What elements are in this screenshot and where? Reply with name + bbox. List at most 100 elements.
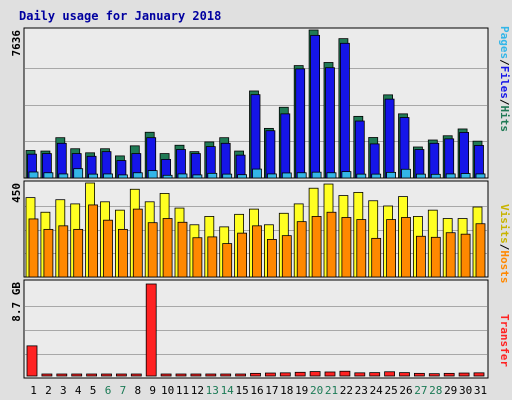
day-label: 17 <box>265 384 278 397</box>
day-label: 13 <box>206 384 219 397</box>
legend-separator: / <box>498 59 511 66</box>
day-label: 29 <box>444 384 457 397</box>
day-label: 8 <box>134 384 141 397</box>
transfer-bar <box>86 373 97 377</box>
hosts-bar <box>401 217 411 278</box>
hosts-bar <box>445 232 456 278</box>
day-label: 2 <box>45 384 52 397</box>
transfer-bar <box>279 372 291 377</box>
hosts-bar <box>177 221 188 278</box>
transfer-max-label: 8.7 GB <box>10 282 23 322</box>
hosts-bar <box>103 219 113 278</box>
files-bar <box>429 142 440 179</box>
hosts-bar <box>356 219 367 278</box>
hosts-bar <box>460 233 471 278</box>
transfer-bar <box>26 345 38 377</box>
legend-hits: Hits <box>498 106 511 133</box>
pages-bar <box>58 173 69 179</box>
pages-bar <box>356 173 367 179</box>
day-label: 10 <box>161 384 174 397</box>
pages-bar <box>222 173 233 179</box>
transfer-bar <box>324 371 336 377</box>
day-label: 16 <box>250 384 263 397</box>
pages-bar <box>341 171 352 179</box>
day-label: 15 <box>235 384 248 397</box>
day-label: 4 <box>75 384 82 397</box>
transfer-bar <box>220 373 232 377</box>
transfer-bar <box>250 372 261 377</box>
hosts-bar <box>222 243 233 278</box>
chart-title: Daily usage for January 2018 <box>19 9 221 23</box>
pages-bar <box>252 168 262 179</box>
transfer-bar <box>116 373 127 377</box>
day-label: 19 <box>295 384 308 397</box>
transfer-bar <box>71 373 83 377</box>
files-bar <box>474 145 484 179</box>
day-label: 23 <box>355 384 368 397</box>
day-label: 30 <box>459 384 472 397</box>
pages-bar <box>371 173 382 179</box>
transfer-bar <box>145 283 157 377</box>
pages-bar <box>386 171 397 179</box>
day-label: 20 <box>310 384 323 397</box>
transfer-bar <box>190 373 202 377</box>
transfer-bar <box>235 373 247 377</box>
hosts-bar <box>371 237 382 278</box>
files-bar <box>339 42 350 179</box>
hosts-bar <box>162 218 173 278</box>
transfer-bar <box>101 373 112 377</box>
files-bar <box>444 138 455 179</box>
transfer-bar <box>354 372 366 377</box>
day-label: 22 <box>340 384 353 397</box>
pages-bar <box>177 173 188 179</box>
transfer-bar <box>339 370 351 377</box>
hosts-bar <box>192 237 203 278</box>
day-label: 3 <box>60 384 67 397</box>
pages-bar <box>326 172 337 179</box>
hits-max-label: 7636 <box>10 30 23 57</box>
transfer-bar <box>175 373 187 377</box>
legend-hosts: Hosts <box>498 250 511 283</box>
hosts-bar <box>430 236 441 278</box>
bars <box>25 29 486 377</box>
day-label: 25 <box>384 384 397 397</box>
day-label: 26 <box>399 384 412 397</box>
legend-separator: / <box>498 244 511 251</box>
transfer-bar <box>413 372 425 377</box>
files-bar <box>310 34 321 179</box>
pages-bar <box>118 174 128 179</box>
day-label: 18 <box>280 384 293 397</box>
transfer-bar <box>458 372 470 377</box>
transfer-bar <box>369 372 381 377</box>
files-bar <box>384 98 395 179</box>
files-bar <box>325 67 335 179</box>
pages-bar <box>28 171 39 179</box>
hosts-bar <box>207 236 218 278</box>
files-bar <box>280 113 291 179</box>
pages-bar <box>296 172 307 179</box>
files-bar <box>250 94 261 179</box>
transfer-bar <box>428 373 440 377</box>
hosts-bar <box>311 216 322 278</box>
day-label: 31 <box>474 384 487 397</box>
pages-bar <box>43 172 54 179</box>
transfer-bar <box>473 372 485 377</box>
pages-bar <box>475 173 486 179</box>
files-bar <box>56 142 67 179</box>
day-label: 9 <box>149 384 156 397</box>
legend-transfer: Transfer <box>498 314 511 367</box>
day-label: 1 <box>30 384 37 397</box>
transfer-bar <box>130 373 142 377</box>
hosts-bar <box>58 225 69 278</box>
hosts-bar <box>341 217 352 278</box>
hosts-bar <box>296 221 307 278</box>
pages-bar <box>430 173 441 179</box>
day-label: 12 <box>191 384 204 397</box>
hosts-bar <box>118 228 128 278</box>
legend-separator: / <box>498 99 511 106</box>
transfer-bar <box>443 372 455 377</box>
pages-bar <box>162 174 173 179</box>
pages-bar <box>266 173 277 179</box>
